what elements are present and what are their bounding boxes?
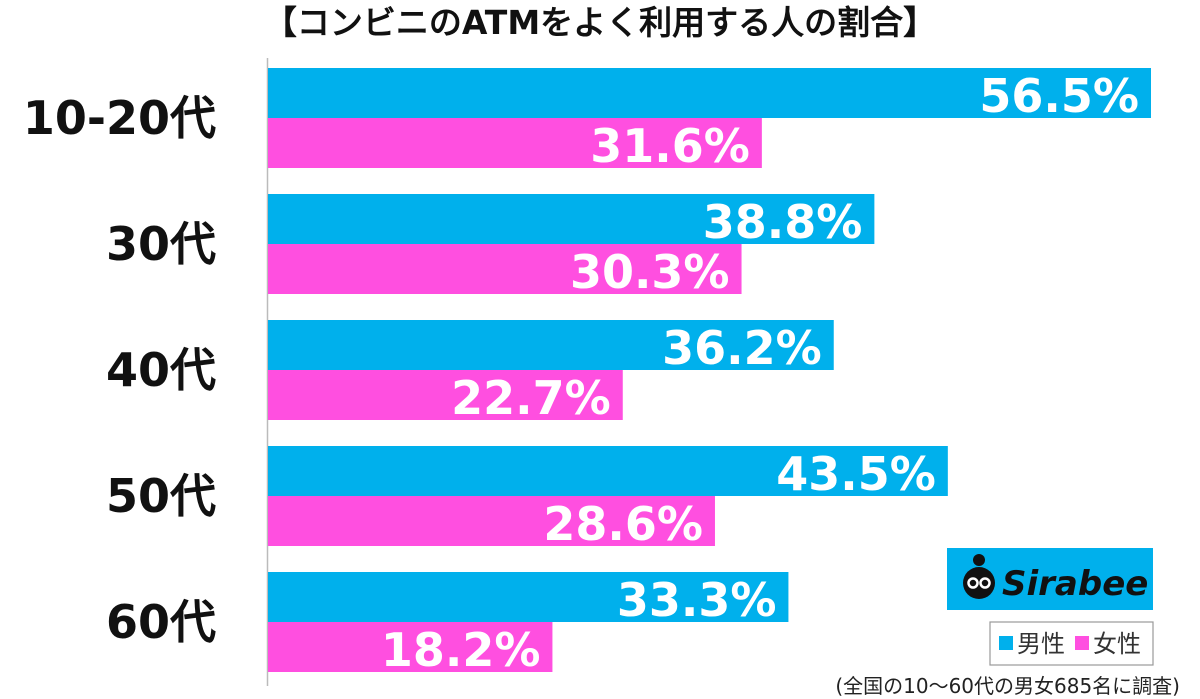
sirabee-mark-icon bbox=[963, 554, 995, 599]
category-label: 10-20代 bbox=[23, 91, 216, 145]
bar-female bbox=[268, 496, 715, 546]
chart-title: 【コンビニのATMをよく利用する人の割合】 bbox=[264, 3, 936, 42]
value-label-female: 22.7% bbox=[451, 371, 611, 425]
value-label-female: 28.6% bbox=[543, 497, 703, 551]
logo-text: Sirabee bbox=[1002, 564, 1148, 604]
category-label: 60代 bbox=[106, 595, 216, 649]
bar-female bbox=[268, 370, 623, 420]
bar-male bbox=[268, 194, 875, 244]
category-label: 50代 bbox=[106, 469, 216, 523]
value-label-female: 31.6% bbox=[590, 119, 750, 173]
bar-male bbox=[268, 68, 1151, 118]
value-label-male: 33.3% bbox=[617, 573, 777, 627]
source-note: (全国の10〜60代の男女685名に調査) bbox=[835, 674, 1180, 698]
bar-female bbox=[268, 622, 553, 672]
value-label-male: 38.8% bbox=[703, 195, 863, 249]
value-label-female: 30.3% bbox=[570, 245, 730, 299]
value-label-male: 36.2% bbox=[662, 321, 822, 375]
legend-box bbox=[989, 621, 1154, 666]
bar-female bbox=[268, 118, 762, 168]
bar-male bbox=[268, 572, 789, 622]
bar-male bbox=[268, 446, 948, 496]
legend-label-male: 男性 bbox=[1017, 630, 1065, 658]
bars-group: 56.5% 31.6% 38.8%30.3% 36.2% 22.7% 43.5% 28.6%… bbox=[268, 68, 1151, 677]
legend-label-female: 女性 bbox=[1093, 630, 1141, 658]
legend: 男性 女性 bbox=[989, 621, 1154, 666]
bar-female bbox=[268, 244, 742, 294]
value-label-male: 56.5% bbox=[979, 69, 1139, 123]
category-label: 40代 bbox=[106, 343, 216, 397]
sirabee-logo: Sirabee bbox=[947, 548, 1153, 610]
category-label: 30代 bbox=[106, 217, 216, 271]
bar-male bbox=[268, 320, 834, 370]
value-label-female: 18.2% bbox=[381, 623, 541, 677]
legend-swatch-female bbox=[1075, 636, 1089, 650]
legend-swatch-male bbox=[999, 636, 1013, 650]
category-labels: 10-20代 30代 40代 50代 60代 bbox=[23, 91, 216, 649]
value-label-male: 43.5% bbox=[776, 447, 936, 501]
